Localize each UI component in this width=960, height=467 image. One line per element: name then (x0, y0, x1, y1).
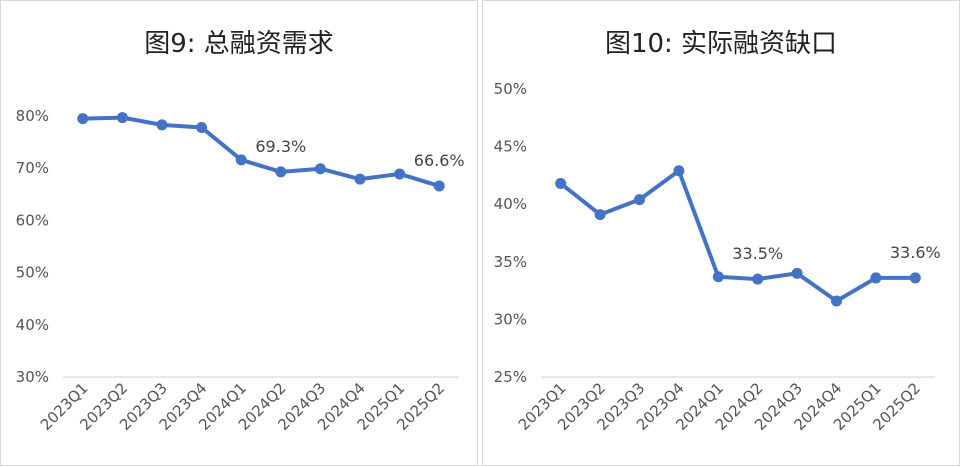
data-point (909, 272, 921, 284)
data-point (831, 295, 842, 307)
data-point (594, 209, 606, 221)
y-tick-label: 50% (16, 264, 49, 282)
y-tick-label: 45% (494, 138, 527, 156)
series-line (80, 115, 442, 188)
data-point (433, 180, 445, 192)
data-point (555, 177, 567, 189)
y-tick-label: 50% (494, 80, 527, 98)
y-tick-label: 30% (16, 368, 49, 386)
y-tick-label: 25% (494, 368, 527, 386)
chart-svg-actual-financing-gap: 25%30%35%40%45%50%2023Q12023Q22023Q32023… (494, 80, 941, 434)
data-point (791, 267, 803, 279)
data-label: 66.6% (414, 151, 465, 170)
chart-svg-total-financing-demand: 30%40%50%60%70%80%2023Q12023Q22023Q32023… (16, 107, 465, 434)
data-point (116, 112, 128, 124)
data-label: 69.3% (255, 137, 306, 156)
chart-title: 图10: 实际融资缺口 (604, 29, 838, 59)
y-tick-label: 40% (16, 316, 49, 334)
y-tick-label: 30% (494, 310, 527, 328)
data-point (314, 163, 326, 175)
data-point (712, 271, 724, 283)
y-tick-label: 35% (494, 253, 527, 271)
data-label: 33.6% (890, 243, 941, 262)
chart-panel-actual-financing-gap: 图10: 实际融资缺口 25% 30% 35% 40% 45% 50% 2023Q1 2023… (482, 0, 960, 466)
data-point (870, 272, 882, 284)
data-point (394, 168, 406, 180)
data-point (77, 113, 89, 125)
y-tick-label: 40% (494, 195, 527, 213)
data-point (235, 154, 247, 166)
data-point (156, 119, 168, 131)
data-label: 33.5% (732, 244, 783, 263)
data-point (752, 273, 764, 285)
data-point (354, 173, 366, 185)
y-tick-label: 70% (16, 159, 49, 177)
data-point (196, 121, 208, 133)
data-point (673, 165, 685, 177)
y-tick-label: 60% (16, 211, 49, 229)
chart-panel-total-financing-demand: 图9: 总融资需求 30% 40% 50% 60% 70% 80% 2023Q1 2023Q2… (0, 0, 478, 466)
series-line (558, 168, 918, 303)
y-tick-label: 80% (16, 107, 49, 125)
chart-title: 图9: 总融资需求 (144, 29, 334, 59)
data-point (275, 166, 287, 178)
data-point (634, 194, 645, 206)
